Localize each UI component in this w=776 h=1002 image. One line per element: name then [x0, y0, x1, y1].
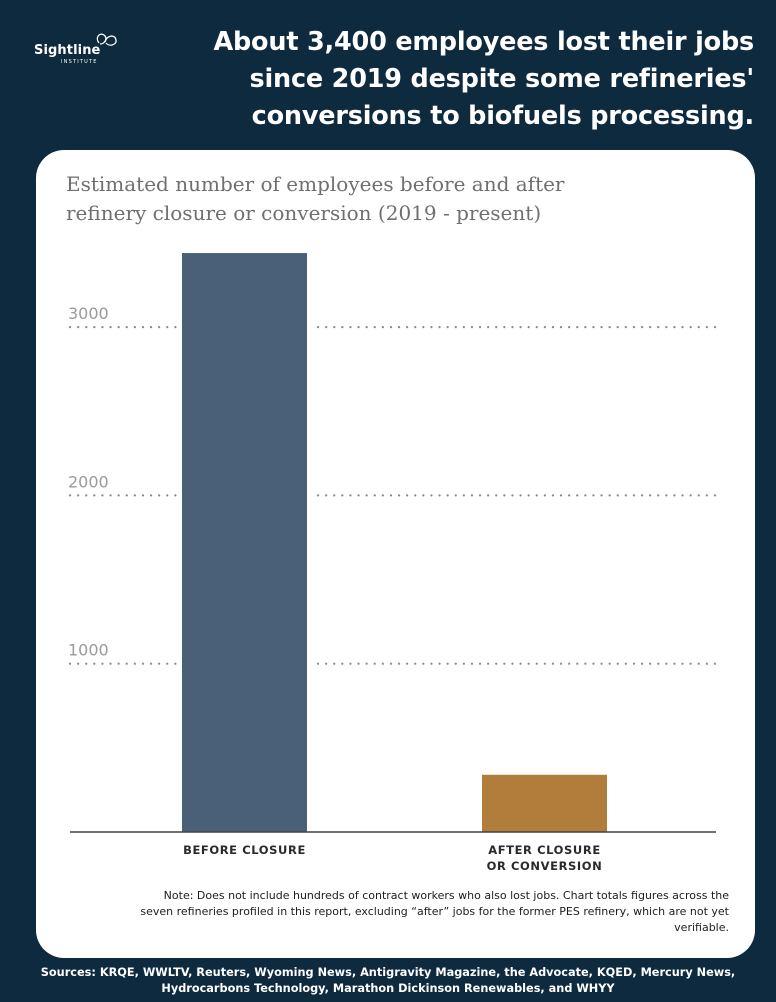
sources-text: Sources: KRQE, WWLTV, Reuters, Wyoming N… [40, 966, 736, 995]
y-tick-label: 2000 [68, 472, 109, 491]
chart-card: Estimated number of employees before and… [36, 150, 755, 958]
chart-note: Note: Does not include hundreds of contr… [140, 889, 729, 934]
x-category-label: AFTER CLOSURE [488, 843, 601, 857]
logo-subtitle: INSTITUTE [61, 59, 98, 65]
y-tick-label: 3000 [68, 304, 109, 323]
bar-chart: 1000 2000 3000 BEFORE CLOSURE AFTER CLOSURE O… [68, 253, 723, 873]
x-category-label: OR CONVERSION [487, 859, 603, 873]
bar-0 [182, 253, 307, 833]
sightline-logo: Sightline INSTITUTE [34, 30, 124, 74]
chart-title: Estimated number of employees before and… [66, 172, 565, 225]
logo-mark-icon [96, 33, 117, 46]
logo-name: Sightline [34, 43, 101, 58]
bar-1 [482, 774, 607, 832]
page-headline: About 3,400 employees lost their jobs si… [213, 27, 754, 131]
x-category-label: BEFORE CLOSURE [183, 843, 306, 857]
y-tick-label: 1000 [68, 641, 109, 660]
